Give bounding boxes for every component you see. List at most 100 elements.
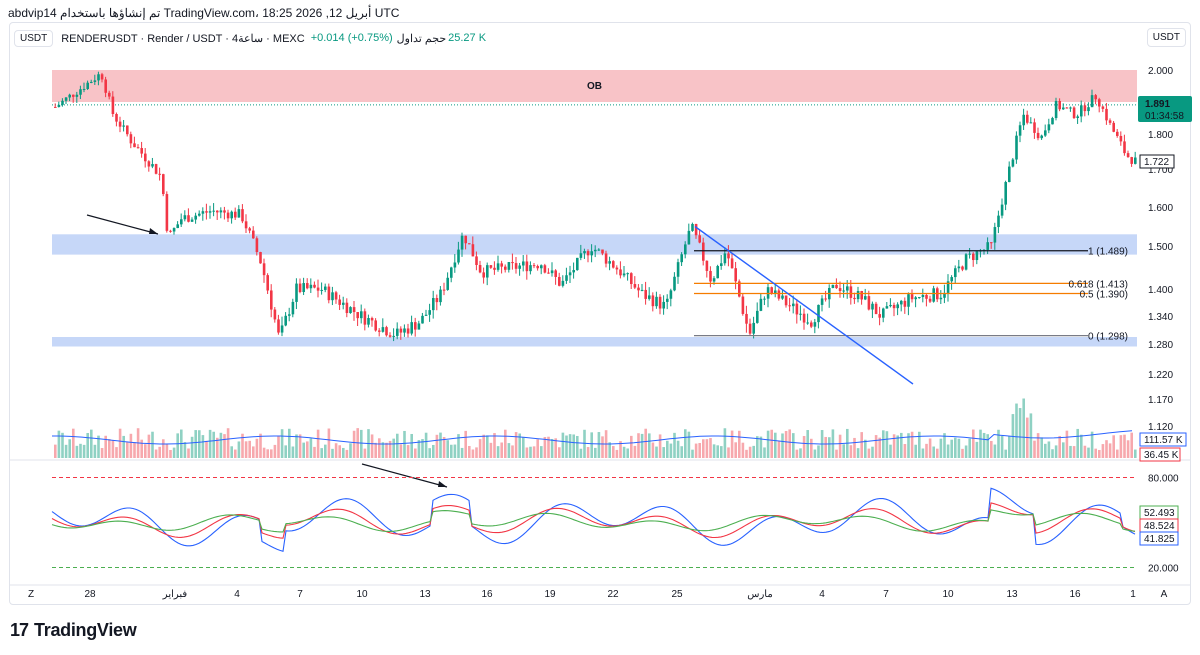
candle-body — [640, 289, 644, 291]
candle-body — [1047, 124, 1051, 131]
volume-bar — [975, 441, 979, 458]
volume-bar — [784, 430, 788, 458]
volume-bar — [176, 433, 179, 458]
candle-body — [1090, 95, 1094, 108]
volume-bar — [968, 438, 971, 458]
candle-body — [64, 97, 68, 101]
candle-body — [442, 289, 446, 291]
candle-body — [205, 211, 208, 213]
logo-text: TradingView — [34, 620, 137, 640]
rsi-tag-value-2: 41.825 — [1144, 534, 1175, 545]
currency-button-right[interactable]: USDT — [1146, 28, 1186, 47]
y-tick-6: 1.400 — [1148, 285, 1173, 296]
volume-bar — [61, 432, 64, 458]
currency-button-left[interactable]: USDT — [14, 29, 54, 47]
volume-bar — [874, 435, 878, 458]
volume-bar — [720, 446, 723, 458]
x-tick-6: 16 — [481, 589, 493, 600]
volume-bar — [1000, 435, 1004, 458]
volume-bar — [957, 438, 961, 458]
volume-bar — [244, 441, 248, 458]
volume-bar — [252, 446, 255, 458]
candle-body — [824, 298, 827, 300]
volume-bar — [511, 445, 514, 458]
volume-bar — [298, 434, 302, 458]
candle-body — [759, 298, 763, 311]
volume-bar — [640, 433, 644, 458]
volume-bar — [115, 447, 118, 458]
candle-body — [903, 300, 907, 307]
candle-body — [82, 88, 86, 90]
candle-body — [968, 253, 971, 255]
volume-bar — [226, 428, 230, 458]
volume-bar — [712, 444, 716, 458]
candle-body — [162, 174, 165, 195]
volume-bar — [280, 429, 284, 458]
volume-bar — [932, 446, 935, 458]
candle-body — [1094, 95, 1097, 100]
volume-bar — [486, 435, 489, 458]
candle-body — [914, 297, 917, 300]
volume-value: 25.27 K — [448, 32, 487, 44]
candle-body — [565, 275, 568, 281]
y-tick-3: 1.700 — [1148, 165, 1173, 176]
candle-body — [417, 323, 421, 330]
candle-body — [410, 322, 413, 334]
candle-body — [795, 303, 799, 315]
volume-bar — [770, 429, 773, 458]
volume-bar — [165, 443, 169, 458]
candle-body — [511, 262, 514, 264]
volume-bar — [558, 447, 561, 458]
rsi-line-rsi — [51, 487, 1136, 553]
candle-body — [136, 147, 140, 149]
volume-bar — [691, 449, 694, 458]
candle-body — [547, 272, 550, 274]
volume-bar — [288, 428, 291, 458]
candle-body — [720, 263, 723, 267]
volume-bar — [342, 447, 345, 458]
volume-bar — [1051, 449, 1054, 458]
candle-body — [651, 295, 655, 307]
volume-bar — [194, 430, 197, 458]
volume-bar — [1090, 431, 1094, 458]
volume-bar — [669, 443, 673, 458]
rsi-tag-value-1: 48.524 — [1144, 521, 1175, 532]
volume-bar — [428, 448, 431, 458]
y-tick-2: 1.800 — [1148, 130, 1173, 141]
candle-body — [777, 290, 781, 299]
candle-body — [514, 263, 518, 269]
y-tick-9: 1.220 — [1148, 370, 1173, 381]
candle-body — [403, 328, 406, 333]
x-tick-11: 4 — [819, 589, 825, 600]
candle-body — [612, 261, 615, 268]
candle-body — [306, 283, 309, 289]
volume-bar — [1105, 440, 1108, 458]
y-tick-11: 1.120 — [1148, 422, 1173, 433]
candle-body — [241, 209, 244, 222]
volume-bar — [118, 428, 122, 458]
candle-body — [741, 296, 745, 314]
volume-bar — [64, 444, 68, 458]
candle-body — [626, 273, 629, 275]
volume-bar — [464, 430, 467, 458]
volume-bar — [219, 432, 223, 458]
candle-body — [597, 249, 601, 251]
candle-body — [1112, 122, 1115, 132]
y-tick-7: 1.340 — [1148, 312, 1173, 323]
volume-bar — [151, 431, 154, 458]
volume-bar — [939, 438, 943, 458]
chart-frame[interactable] — [9, 22, 1191, 605]
candle-body — [327, 286, 331, 301]
volume-bar — [1123, 434, 1126, 458]
candle-body — [1054, 101, 1058, 119]
candle-body — [716, 266, 719, 279]
candle-body — [712, 278, 716, 282]
candle-body — [986, 242, 989, 250]
volume-bar — [1101, 444, 1105, 458]
y-tick-5: 1.500 — [1148, 242, 1173, 253]
volume-bar — [86, 432, 89, 458]
candle-body — [154, 164, 158, 174]
zone-label-0: OB — [587, 81, 602, 92]
candle-body — [1134, 157, 1137, 164]
